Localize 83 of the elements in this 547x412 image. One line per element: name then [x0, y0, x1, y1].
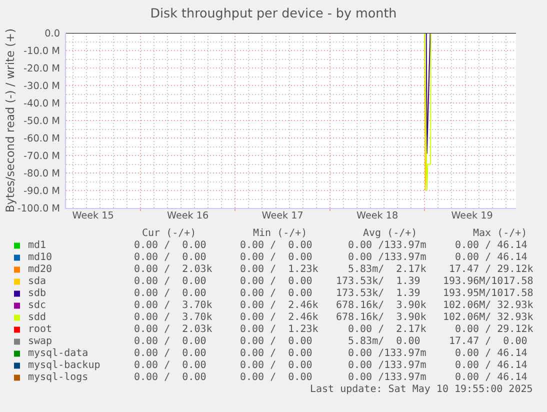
text: Avg (-/+)	[363, 228, 418, 239]
legend-label: md10	[28, 252, 52, 263]
text: 0.00 / 1.23k	[240, 324, 318, 335]
y-tick-label: 0.0	[44, 28, 60, 40]
legend-label: sda	[28, 276, 46, 287]
text: 5.83m/ 0.00	[348, 336, 420, 347]
text: 0.00 / 0.00	[134, 276, 206, 287]
text: 0.00 / 46.14	[455, 240, 528, 251]
text: 102.06M/ 32.93k	[443, 312, 534, 323]
x-tick-label: Week 16	[167, 210, 209, 222]
x-tick-label: Week 19	[451, 210, 493, 222]
text: 0.00 / 0.00	[240, 360, 312, 371]
y-tick-label: -20.0 M	[24, 63, 60, 74]
text: 0.00 / 46.14	[455, 348, 528, 359]
x-tick-label: Week 17	[262, 210, 304, 222]
legend-label: mysql-backup	[28, 360, 100, 371]
legend-label: mysql-data	[28, 348, 88, 359]
text: 0.00 / 29.12k	[455, 324, 534, 335]
y-tick-label: -50.0 M	[24, 116, 60, 127]
text: Max (-/+)	[473, 228, 528, 239]
text: 17.47 / 0.00	[449, 336, 528, 347]
text: 0.00 / 46.14	[455, 372, 528, 383]
text: Last update: Sat May 10 19:55:00 2025	[310, 384, 533, 395]
y-tick-label: -30.0 M	[24, 80, 60, 92]
text: 0.00 / 2.03k	[134, 324, 212, 335]
text: 0.00 / 0.00	[240, 372, 312, 383]
text: 0.00 / 2.17k	[348, 324, 426, 335]
text: 0.00 / 2.03k	[134, 264, 212, 275]
text: 0.00 / 0.00	[240, 252, 312, 263]
y-tick-label: -80.0 M	[24, 168, 60, 180]
text: 0.00 / 0.00	[240, 240, 312, 251]
text: 0.00 /133.97m	[348, 252, 426, 263]
text: 0.00 / 46.14	[455, 252, 528, 263]
chart-title: Disk throughput per device - by month	[150, 5, 397, 20]
text: 173.53k/ 1.39	[336, 288, 420, 299]
text: 0.00 / 0.00	[134, 252, 206, 263]
text: 0.00 / 46.14	[455, 360, 528, 371]
text: 0.00 / 3.70k	[134, 312, 212, 323]
y-tick-label: -60.0 M	[24, 133, 60, 144]
text: 0.00 / 0.00	[134, 372, 206, 383]
y-tick-label: -40.0 M	[24, 98, 60, 110]
text: 5.83m/ 2.17k	[348, 264, 426, 275]
text: 0.00 / 0.00	[240, 288, 312, 299]
text: 0.00 / 0.00	[240, 348, 312, 359]
text: 102.06M/ 32.93k	[443, 300, 534, 311]
text: 678.16k/ 3.90k	[336, 300, 426, 311]
x-tick-label: Week 18	[356, 210, 398, 222]
legend-label: sdc	[28, 300, 46, 311]
text: 0.00 /133.97m	[348, 240, 426, 251]
legend-label: swap	[28, 336, 52, 347]
y-tick-label: -90.0 M	[24, 186, 60, 197]
text: 0.00 / 2.46k	[240, 300, 318, 311]
text: 0.00 / 0.00	[134, 288, 206, 299]
legend-label: sdd	[28, 312, 46, 323]
text: 0.00 / 0.00	[240, 336, 312, 347]
text: 0.00 / 0.00	[134, 348, 206, 359]
text: 0.00 / 0.00	[240, 276, 312, 287]
y-tick-label: -100.0 M	[17, 203, 60, 214]
text: 0.00 /133.97m	[348, 360, 426, 371]
text: 0.00 / 0.00	[134, 360, 206, 371]
legend-label: md20	[28, 264, 52, 275]
text: 0.00 / 2.46k	[240, 312, 318, 323]
text: 0.00 /133.97m	[348, 372, 426, 383]
text: 193.95M/1017.58	[443, 288, 534, 299]
text: 0.00 / 1.23k	[240, 264, 318, 275]
legend-label: sdb	[28, 288, 46, 299]
text: 17.47 / 29.12k	[449, 264, 534, 275]
text: 0.00 / 0.00	[134, 336, 206, 347]
text: Cur (-/+)	[142, 228, 196, 239]
y-tick-label: -10.0 M	[24, 46, 60, 57]
text: 173.53k/ 1.39	[336, 276, 420, 287]
text: 678.16k/ 3.90k	[336, 312, 426, 323]
legend-label: root	[28, 324, 52, 335]
legend-label: mysql-logs	[28, 372, 88, 383]
text: 0.00 / 0.00	[134, 240, 206, 251]
y-tick-label: -70.0 M	[24, 150, 60, 162]
legend-label: md1	[28, 240, 46, 251]
text: 0.00 / 3.70k	[134, 300, 212, 311]
x-tick-label: Week 15	[72, 210, 114, 222]
text: Min (-/+)	[253, 228, 308, 239]
text: 0.00 /133.97m	[348, 348, 426, 359]
text: 193.96M/1017.58	[443, 276, 534, 287]
y-axis-title: Bytes/second read (-) / write (+)	[2, 28, 17, 213]
